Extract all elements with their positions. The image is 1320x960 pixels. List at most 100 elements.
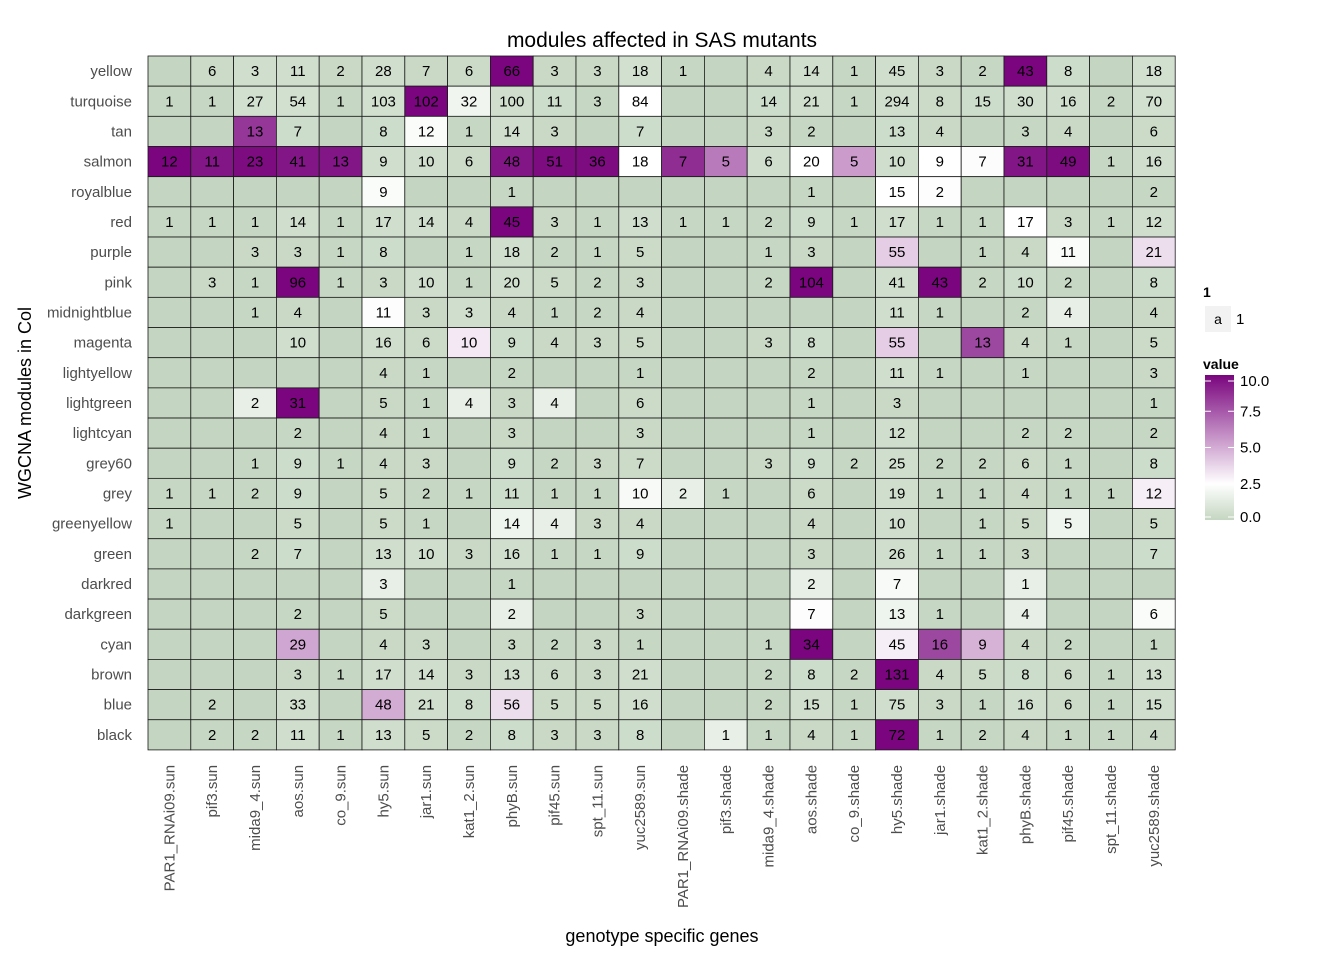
heatmap-cell — [147, 538, 192, 570]
heatmap-cell — [489, 176, 534, 208]
chart-title: modules affected in SAS mutants — [507, 29, 817, 52]
cell-value-label: 5 — [379, 395, 387, 412]
cell-value-label: 3 — [550, 123, 558, 140]
cell-value-label: 4 — [807, 516, 815, 533]
heatmap-cell — [875, 296, 919, 328]
heatmap-cell — [918, 296, 962, 328]
cell-value-label: 3 — [508, 395, 516, 412]
heatmap-cell — [404, 206, 448, 238]
x-tick-label: kat1_2.shade — [975, 765, 992, 855]
cell-value-label: 3 — [636, 425, 644, 442]
heatmap-cell — [1046, 628, 1091, 660]
cell-value-label: 2 — [679, 485, 687, 502]
cell-value-label: 1 — [1107, 485, 1115, 502]
heatmap-cell — [1003, 176, 1048, 208]
heatmap-cell — [746, 598, 791, 630]
heatmap-cell — [789, 176, 834, 208]
cell-value-label: 3 — [550, 63, 558, 80]
heatmap-cell — [1089, 236, 1133, 268]
cell-value-label: 2 — [1107, 93, 1115, 110]
heatmap-cell — [960, 598, 1005, 630]
heatmap-cell — [147, 55, 192, 87]
heatmap-cell — [575, 266, 620, 298]
x-tick-label: mida9_4.sun — [247, 765, 264, 851]
x-tick-label: kat1_2.sun — [461, 765, 478, 838]
heatmap-cell — [918, 55, 962, 87]
heatmap-cell — [704, 719, 748, 751]
cell-value-label: 1 — [936, 606, 944, 623]
cell-value-label: 2 — [807, 123, 815, 140]
heatmap-cell — [318, 115, 363, 147]
y-tick-label: purple — [90, 244, 132, 261]
heatmap-cell — [318, 176, 363, 208]
cell-value-label: 10 — [889, 516, 906, 533]
heatmap-cell — [447, 357, 491, 389]
cell-value-label: 1 — [679, 214, 687, 231]
heatmap-cell — [575, 447, 620, 479]
heatmap-cell — [447, 659, 491, 690]
y-tick-label: turquoise — [70, 93, 132, 110]
cell-value-label: 25 — [889, 455, 906, 472]
cell-value-label: 1 — [422, 516, 430, 533]
x-tick-label: yuc2589.sun — [632, 765, 649, 850]
x-tick-label: pif3.sun — [204, 765, 221, 818]
cell-value-label: 2 — [764, 697, 772, 714]
heatmap-cell — [532, 266, 577, 298]
cell-value-label: 1 — [978, 546, 986, 563]
heatmap-cell — [789, 659, 834, 690]
heatmap-cell — [361, 628, 406, 660]
cell-value-label: 10 — [889, 154, 906, 171]
cell-value-label: 4 — [379, 636, 387, 653]
heatmap-cell — [789, 538, 834, 570]
cell-value-label: 8 — [379, 244, 387, 261]
heatmap-cell — [1132, 236, 1176, 268]
heatmap-cell — [1132, 447, 1176, 479]
heatmap-cell — [275, 659, 320, 690]
heatmap-cell — [575, 236, 620, 268]
cell-value-label: 1 — [636, 365, 644, 382]
cell-value-label: 11 — [547, 93, 563, 110]
heatmap-cell — [960, 568, 1005, 600]
legend: 1 a 1 value 10.0 7.5 5.0 2.5 0.0 — [1203, 284, 1269, 526]
cell-value-label: 2 — [764, 666, 772, 683]
cell-value-label: 2 — [251, 395, 259, 412]
heatmap-cell — [704, 296, 748, 328]
heatmap-cell — [190, 55, 235, 87]
cell-value-label: 14 — [760, 93, 777, 110]
cell-value-label: 2 — [1021, 425, 1029, 442]
heatmap-cell — [875, 508, 919, 540]
cell-value-label: 6 — [636, 395, 644, 412]
heatmap-cell — [1089, 206, 1133, 238]
cell-value-label: 2 — [208, 727, 216, 744]
heatmap-cell — [832, 508, 876, 540]
heatmap-cell — [190, 146, 235, 178]
cell-value-label: 11 — [504, 485, 520, 502]
cell-value-label: 28 — [375, 63, 392, 80]
heatmap-cell — [361, 659, 406, 690]
heatmap-cell — [575, 477, 620, 509]
heatmap-cell — [447, 598, 491, 630]
heatmap-cell — [1003, 55, 1048, 87]
heatmap-cell — [746, 568, 791, 600]
cell-value-label: 13 — [632, 214, 649, 231]
cell-value-label: 6 — [208, 63, 216, 80]
heatmap-cell — [147, 266, 192, 298]
cell-value-label: 2 — [764, 214, 772, 231]
heatmap-cell — [661, 146, 705, 178]
cell-value-label: 12 — [1145, 485, 1162, 502]
cell-value-label: 2 — [422, 485, 430, 502]
cell-value-label: 17 — [375, 214, 392, 231]
cell-value-label: 3 — [379, 274, 387, 291]
cell-value-label: 6 — [1064, 697, 1072, 714]
cell-value-label: 1 — [722, 727, 730, 744]
cell-value-label: 3 — [508, 425, 516, 442]
heatmap-cell — [233, 447, 277, 479]
cell-value-label: 2 — [978, 455, 986, 472]
cell-value-label: 4 — [465, 214, 473, 231]
heatmap-cell — [1132, 508, 1176, 540]
x-tick-label: jar1.shade — [932, 765, 949, 836]
cell-value-label: 16 — [632, 697, 649, 714]
heatmap-cell — [789, 115, 834, 147]
heatmap-cell — [875, 659, 919, 690]
cell-value-label: 8 — [936, 93, 944, 110]
